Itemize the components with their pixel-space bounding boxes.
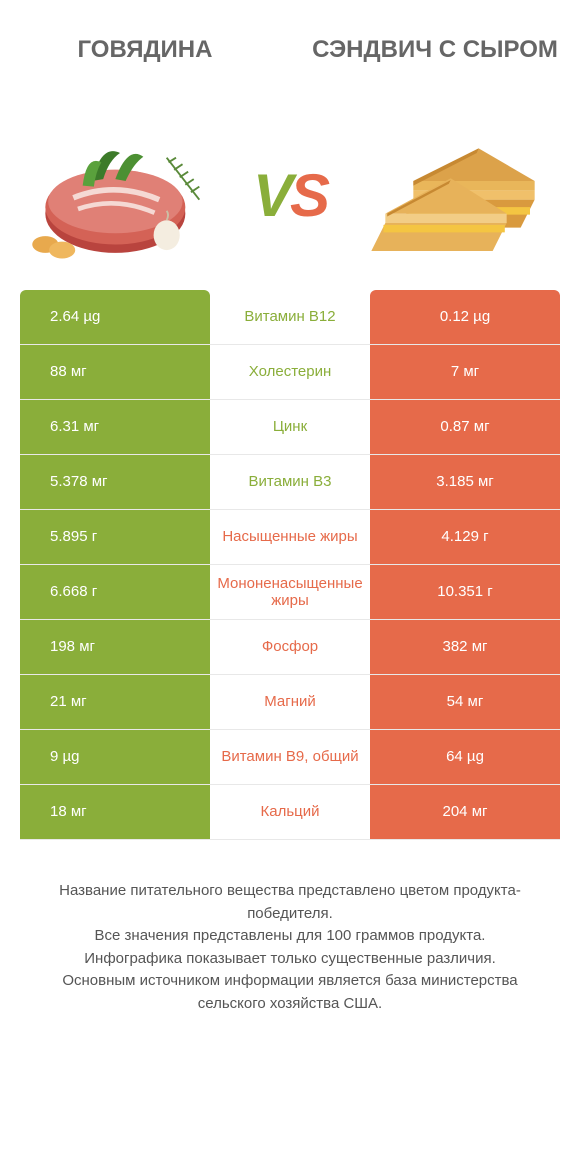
footer-line-2: Все значения представлены для 100 граммо… <box>30 925 550 948</box>
nutrient-label: Холестерин <box>210 345 370 399</box>
value-right: 64 µg <box>370 730 560 784</box>
value-left: 18 мг <box>20 785 210 839</box>
value-right: 204 мг <box>370 785 560 839</box>
footer-text: Название питательного вещества представл… <box>0 840 580 1015</box>
value-left: 6.31 мг <box>20 400 210 454</box>
nutrient-label: Магний <box>210 675 370 729</box>
table-row: 6.668 гМононенасыщенные жиры10.351 г <box>20 565 560 620</box>
beef-illustration <box>20 120 220 270</box>
nutrient-label: Фосфор <box>210 620 370 674</box>
vs-s: S <box>290 162 327 229</box>
value-left: 6.668 г <box>20 565 210 619</box>
table-row: 2.64 µgВитамин B120.12 µg <box>20 290 560 345</box>
nutrient-label: Цинк <box>210 400 370 454</box>
value-left: 198 мг <box>20 620 210 674</box>
value-right: 10.351 г <box>370 565 560 619</box>
value-left: 5.895 г <box>20 510 210 564</box>
vs-label: VS <box>253 161 327 230</box>
value-left: 5.378 мг <box>20 455 210 509</box>
sandwich-illustration <box>360 120 560 270</box>
footer-line-3: Инфографика показывает только существенн… <box>30 948 550 971</box>
table-row: 5.895 гНасыщенные жиры4.129 г <box>20 510 560 565</box>
nutrient-label: Мононенасыщенные жиры <box>210 565 370 619</box>
nutrient-label: Насыщенные жиры <box>210 510 370 564</box>
nutrient-label: Витамин B12 <box>210 290 370 344</box>
title-right: СЭНДВИЧ С СЫРОМ <box>290 36 580 65</box>
nutrient-label: Кальций <box>210 785 370 839</box>
footer-line-4: Основным источником информации является … <box>30 970 550 1015</box>
table-row: 6.31 мгЦинк0.87 мг <box>20 400 560 455</box>
comparison-table: 2.64 µgВитамин B120.12 µg88 мгХолестерин… <box>0 290 580 840</box>
table-row: 18 мгКальций204 мг <box>20 785 560 840</box>
table-row: 88 мгХолестерин7 мг <box>20 345 560 400</box>
value-right: 7 мг <box>370 345 560 399</box>
value-right: 0.12 µg <box>370 290 560 344</box>
table-row: 198 мгФосфор382 мг <box>20 620 560 675</box>
nutrient-label: Витамин B9, общий <box>210 730 370 784</box>
title-left: ГОВЯДИНА <box>0 36 290 65</box>
value-right: 4.129 г <box>370 510 560 564</box>
value-left: 2.64 µg <box>20 290 210 344</box>
hero: VS <box>0 100 580 290</box>
value-right: 0.87 мг <box>370 400 560 454</box>
value-left: 21 мг <box>20 675 210 729</box>
value-left: 9 µg <box>20 730 210 784</box>
value-right: 54 мг <box>370 675 560 729</box>
value-left: 88 мг <box>20 345 210 399</box>
table-row: 21 мгМагний54 мг <box>20 675 560 730</box>
value-right: 382 мг <box>370 620 560 674</box>
table-row: 9 µgВитамин B9, общий64 µg <box>20 730 560 785</box>
table-row: 5.378 мгВитамин B33.185 мг <box>20 455 560 510</box>
vs-v: V <box>253 162 290 229</box>
header: ГОВЯДИНА СЭНДВИЧ С СЫРОМ <box>0 0 580 100</box>
footer-line-1: Название питательного вещества представл… <box>30 880 550 925</box>
nutrient-label: Витамин B3 <box>210 455 370 509</box>
value-right: 3.185 мг <box>370 455 560 509</box>
